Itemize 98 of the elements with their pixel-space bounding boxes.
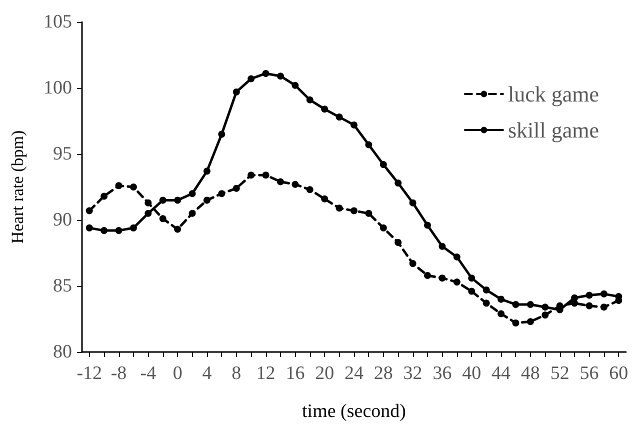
x-tick-label: 8 bbox=[232, 363, 242, 384]
point bbox=[100, 227, 108, 234]
point bbox=[321, 195, 328, 202]
point bbox=[276, 178, 284, 186]
point bbox=[409, 199, 416, 206]
x-tick-label: 16 bbox=[286, 363, 305, 384]
point bbox=[482, 300, 490, 307]
point bbox=[468, 288, 476, 295]
point bbox=[365, 141, 372, 148]
point bbox=[86, 224, 93, 232]
point bbox=[380, 161, 387, 168]
x-tick-label: 20 bbox=[315, 363, 334, 384]
x-tick-label: 0 bbox=[172, 363, 182, 384]
point bbox=[424, 272, 432, 279]
point bbox=[542, 312, 549, 319]
point bbox=[600, 290, 608, 298]
point bbox=[130, 224, 137, 232]
point bbox=[350, 207, 358, 214]
point bbox=[526, 318, 534, 326]
point bbox=[292, 82, 299, 89]
point bbox=[542, 304, 549, 311]
point bbox=[498, 296, 505, 303]
point bbox=[424, 222, 432, 229]
x-tick-label: 28 bbox=[374, 363, 393, 384]
point bbox=[586, 302, 593, 310]
y-tick-label: 95 bbox=[53, 144, 72, 164]
point bbox=[115, 227, 122, 234]
point bbox=[380, 224, 387, 232]
y-tick-label: 80 bbox=[53, 342, 72, 362]
point bbox=[203, 168, 210, 175]
x-tick-label: 60 bbox=[609, 363, 628, 384]
x-tick-label: 48 bbox=[520, 363, 540, 384]
x-tick-label: 4 bbox=[202, 363, 212, 384]
point bbox=[144, 199, 152, 206]
x-tick-label: 56 bbox=[580, 363, 599, 384]
point bbox=[86, 207, 93, 214]
point bbox=[100, 192, 108, 200]
point bbox=[159, 196, 166, 204]
point bbox=[306, 186, 314, 194]
point bbox=[218, 190, 226, 198]
point bbox=[336, 204, 343, 212]
point bbox=[188, 210, 196, 217]
point bbox=[262, 70, 270, 77]
point bbox=[512, 319, 520, 326]
point bbox=[394, 238, 402, 246]
x-tick-label: 44 bbox=[492, 363, 512, 384]
point bbox=[232, 88, 240, 96]
point bbox=[394, 180, 402, 187]
x-tick-label: 36 bbox=[432, 363, 452, 384]
x-tick-label: 12 bbox=[256, 363, 276, 384]
point bbox=[174, 226, 182, 233]
point bbox=[600, 304, 608, 311]
point bbox=[203, 196, 210, 204]
legend-label: luck game bbox=[508, 82, 599, 106]
x-tick-label: -8 bbox=[110, 363, 127, 384]
point bbox=[144, 210, 152, 217]
y-tick-label: 105 bbox=[44, 12, 72, 32]
y-axis-title: Heart rate (bpm) bbox=[8, 130, 27, 244]
point bbox=[365, 210, 372, 217]
point bbox=[306, 96, 314, 104]
point bbox=[321, 106, 328, 113]
point bbox=[453, 278, 460, 286]
x-axis-title: time (second) bbox=[302, 401, 406, 422]
point bbox=[232, 184, 240, 192]
point bbox=[438, 274, 446, 282]
point bbox=[453, 253, 460, 260]
point bbox=[512, 300, 520, 308]
point bbox=[174, 196, 182, 204]
point bbox=[262, 172, 270, 179]
point bbox=[482, 286, 490, 294]
x-tick-label: 32 bbox=[403, 363, 422, 384]
y-tick-label: 90 bbox=[53, 210, 72, 230]
point bbox=[350, 121, 358, 128]
point bbox=[248, 172, 255, 179]
point bbox=[409, 260, 416, 268]
point bbox=[248, 75, 255, 82]
x-tick-label: -12 bbox=[76, 363, 102, 384]
x-tick-label: 40 bbox=[462, 363, 482, 384]
point bbox=[526, 300, 534, 308]
x-tick-label: 52 bbox=[550, 363, 570, 384]
x-tick-label: -4 bbox=[140, 363, 157, 384]
point bbox=[218, 130, 226, 138]
legend-label: skill game bbox=[508, 118, 600, 142]
point bbox=[586, 292, 593, 299]
point bbox=[115, 182, 122, 190]
y-tick-label: 85 bbox=[53, 276, 72, 296]
point bbox=[159, 215, 166, 222]
point bbox=[336, 114, 343, 121]
y-tick-label: 100 bbox=[44, 78, 72, 98]
point bbox=[438, 242, 446, 250]
point bbox=[498, 310, 505, 318]
point bbox=[276, 72, 284, 80]
x-tick-label: 24 bbox=[344, 363, 364, 384]
point bbox=[468, 274, 476, 282]
point bbox=[571, 294, 578, 302]
point bbox=[292, 180, 299, 188]
point bbox=[130, 184, 137, 190]
point bbox=[188, 190, 196, 198]
